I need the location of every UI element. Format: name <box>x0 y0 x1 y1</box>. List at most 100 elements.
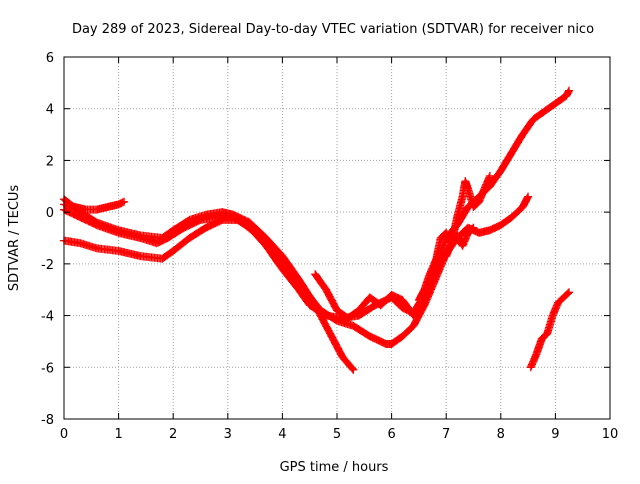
data-point <box>467 188 469 190</box>
data-point <box>467 232 469 234</box>
data-point <box>79 242 81 244</box>
x-tick-label: 2 <box>169 427 177 442</box>
data-point <box>464 180 466 182</box>
x-tick-label: 9 <box>551 427 559 442</box>
series-track-5 <box>311 171 494 323</box>
data-point <box>189 237 191 239</box>
data-point <box>238 219 240 221</box>
data-point <box>369 335 371 337</box>
data-point <box>563 296 565 298</box>
data-point <box>205 214 207 216</box>
data-point <box>489 229 491 231</box>
data-point <box>221 219 223 221</box>
data-point <box>440 237 442 239</box>
y-tick-label: 0 <box>46 206 54 221</box>
data-point <box>314 273 316 275</box>
data-point <box>85 209 87 211</box>
data-points <box>60 86 573 374</box>
data-point <box>270 250 272 252</box>
data-point <box>462 196 464 198</box>
data-point <box>412 325 414 327</box>
data-point <box>96 224 98 226</box>
data-point <box>189 219 191 221</box>
data-point <box>456 234 458 236</box>
data-point <box>358 309 360 311</box>
series-markers <box>60 195 358 374</box>
data-point <box>483 188 485 190</box>
data-point <box>467 227 469 229</box>
data-point <box>79 216 81 218</box>
data-point <box>358 315 360 317</box>
x-tick-label: 1 <box>114 427 122 442</box>
x-tick-label: 5 <box>333 427 341 442</box>
series-track-2 <box>60 195 358 374</box>
data-point <box>412 315 414 317</box>
data-point <box>535 353 537 355</box>
data-point <box>440 253 442 255</box>
data-point <box>500 224 502 226</box>
series-track-3 <box>60 86 573 323</box>
data-point <box>522 134 524 136</box>
data-point <box>96 247 98 249</box>
data-point <box>527 196 529 198</box>
data-point <box>445 232 447 234</box>
data-point <box>325 289 327 291</box>
data-point <box>309 304 311 306</box>
data-point <box>489 175 491 177</box>
data-point <box>467 206 469 208</box>
data-point <box>320 309 322 311</box>
series-track-7 <box>526 288 573 372</box>
x-tick-label: 4 <box>278 427 286 442</box>
y-tick-label: -6 <box>41 361 54 376</box>
data-point <box>391 343 393 345</box>
series-markers <box>60 86 573 323</box>
data-point <box>552 315 554 317</box>
data-point <box>434 278 436 280</box>
data-point <box>249 221 251 223</box>
data-point <box>500 170 502 172</box>
data-point <box>139 237 141 239</box>
chart-title: Day 289 of 2023, Sidereal Day-to-day VTE… <box>72 22 594 37</box>
data-point <box>167 237 169 239</box>
data-point <box>522 206 524 208</box>
data-point <box>341 356 343 358</box>
data-point <box>96 209 98 211</box>
data-point <box>331 335 333 337</box>
data-point <box>281 255 283 257</box>
x-tick-label: 0 <box>60 427 68 442</box>
data-point <box>385 343 387 345</box>
data-point <box>265 237 267 239</box>
data-point <box>478 201 480 203</box>
y-tick-label: -8 <box>41 413 54 428</box>
data-point <box>172 250 174 252</box>
data-point <box>200 219 201 221</box>
data-point <box>456 216 458 218</box>
data-point <box>221 211 223 213</box>
data-point <box>565 95 567 97</box>
x-tick-label: 6 <box>387 427 395 442</box>
ticks: 0 1 2 3 4 5 6 7 8 9 10 -8 -6 -4 -2 0 2 4 6 <box>41 51 618 442</box>
series-track-6 <box>414 223 478 305</box>
data-point <box>423 289 425 291</box>
data-point <box>205 227 207 229</box>
data-point <box>352 325 354 327</box>
data-point <box>352 369 354 371</box>
data-point <box>139 255 141 257</box>
x-tick-label: 7 <box>442 427 450 442</box>
data-point <box>391 294 393 296</box>
x-axis-label: GPS time / hours <box>280 460 389 475</box>
data-point <box>79 211 81 213</box>
data-point <box>298 289 300 291</box>
data-point <box>554 103 556 105</box>
data-point <box>546 333 548 335</box>
data-point <box>347 317 349 319</box>
data-point <box>541 338 543 340</box>
data-point <box>511 152 513 154</box>
data-point <box>533 118 535 120</box>
data-point <box>118 232 120 234</box>
data-point <box>462 245 464 247</box>
data-point <box>287 271 289 273</box>
y-tick-label: 4 <box>46 103 54 118</box>
